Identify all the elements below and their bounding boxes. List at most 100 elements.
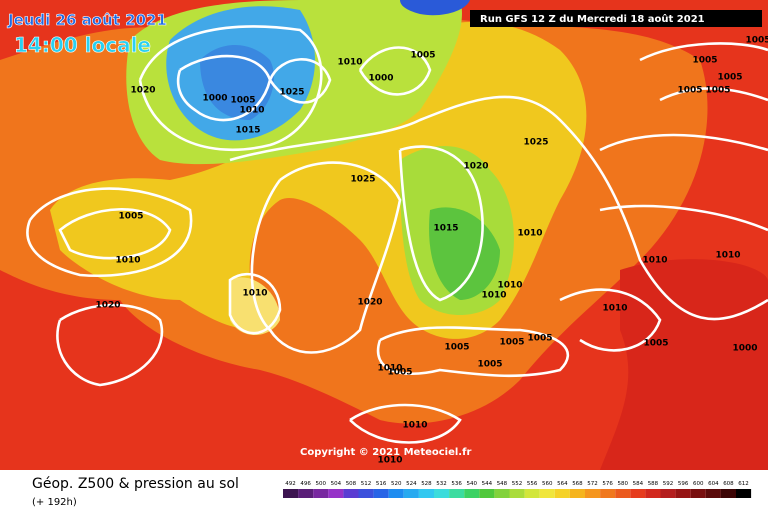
colorbar-cell: [554, 489, 570, 498]
colorbar-label: 580: [618, 481, 629, 487]
isobar-label: 1010: [242, 289, 267, 299]
colorbar-label: 492: [285, 481, 296, 487]
colorbar-cell: [449, 489, 465, 498]
isobar-label: 1010: [481, 291, 506, 301]
footer-subtitle: (+ 192h): [32, 497, 77, 508]
colorbar-label: 556: [527, 481, 538, 487]
colorbar-cell: [615, 489, 631, 498]
isobar-label: 1010: [715, 251, 740, 261]
colorbar-label: 568: [572, 481, 583, 487]
colorbar-label: 548: [497, 481, 508, 487]
colorbar-cell: [388, 489, 404, 498]
isobar-label: 1010: [602, 304, 627, 314]
colorbar-label: 508: [346, 481, 357, 487]
colorbar-label: 604: [708, 481, 719, 487]
isobar-label: 1020: [95, 301, 120, 311]
isobar-label: 1000: [368, 74, 393, 84]
colorbar-label: 564: [557, 481, 568, 487]
colorbar-cell: [358, 489, 374, 498]
colorbar-cell: [403, 489, 419, 498]
colorbar-label: 512: [361, 481, 372, 487]
copyright: Copyright © 2021 Meteociel.fr: [300, 447, 471, 458]
colorbar-label: 572: [587, 481, 598, 487]
run-info: Run GFS 12 Z du Mercredi 18 août 2021: [480, 13, 705, 25]
colorbar-cell: [313, 489, 329, 498]
isobar-label: 1005: [527, 334, 552, 344]
colorbar-cell: [600, 489, 616, 498]
isobar-label: 1015: [433, 224, 458, 234]
colorbar-label: 532: [436, 481, 447, 487]
isobar-label: 1010: [517, 229, 542, 239]
footer-title: Géop. Z500 & pression au sol: [32, 476, 239, 492]
colorbar-label: 504: [331, 481, 342, 487]
colorbar: 492 496 500 504 508 512 516 520 524 528 532 536 540 5…: [283, 481, 752, 498]
isobar-label: 1005: [745, 36, 768, 46]
isobar-label: 1005: [499, 338, 524, 348]
isobar-label: 1005: [118, 212, 143, 222]
colorbar-label: 536: [451, 481, 462, 487]
colorbar-cell: [328, 489, 344, 498]
colorbar-cell: [645, 489, 661, 498]
colorbar-cell: [660, 489, 676, 498]
isobar-label: 1005: [692, 56, 717, 66]
colorbar-cell: [736, 489, 752, 498]
isobar-label: 1025: [350, 175, 375, 185]
colorbar-cell: [479, 489, 495, 498]
isobar-label: 1010: [377, 364, 402, 374]
colorbar-label: 520: [391, 481, 402, 487]
colorbar-cell: [494, 489, 510, 498]
colorbar-cell: [524, 489, 540, 498]
colorbar-cell: [539, 489, 555, 498]
colorbar-label: 596: [678, 481, 689, 487]
colorbar-cell: [630, 489, 646, 498]
colorbar-label: 528: [421, 481, 432, 487]
isobar-label: 1010: [115, 256, 140, 266]
colorbar-label: 588: [648, 481, 659, 487]
colorbar-cell: [283, 489, 299, 498]
colorbar-cell: [418, 489, 434, 498]
colorbar-cell: [720, 489, 736, 498]
isobar-label: 1010: [642, 256, 667, 266]
colorbar-label: 600: [693, 481, 704, 487]
isobar-label: 1025: [523, 138, 548, 148]
colorbar-label: 584: [633, 481, 644, 487]
colorbar-label: 592: [663, 481, 674, 487]
colorbar-cell: [373, 489, 389, 498]
isobar-label: 1005: [444, 343, 469, 353]
colorbar-label: 540: [467, 481, 478, 487]
isobar-label: 1005: [230, 96, 255, 106]
colorbar-cell: [434, 489, 450, 498]
colorbar-cell: [690, 489, 706, 498]
isobar-label: 1010: [337, 58, 362, 68]
colorbar-cell: [343, 489, 359, 498]
isobar-label: 1015: [235, 126, 260, 136]
isobar-label: 1005: [705, 86, 730, 96]
colorbar-label: 608: [723, 481, 734, 487]
colorbar-label: 576: [602, 481, 613, 487]
colorbar-cell: [705, 489, 721, 498]
isobar-label: 1005: [387, 368, 412, 378]
isobar-label: 1005: [410, 51, 435, 61]
colorbar-label: 612: [738, 481, 749, 487]
isobar-label: 1020: [357, 298, 382, 308]
isobar-label: 1005: [643, 339, 668, 349]
colorbar-label: 544: [482, 481, 493, 487]
isobar-label: 1005: [717, 73, 742, 83]
isobar-label: 1025: [279, 88, 304, 98]
isobar-label: 1020: [130, 86, 155, 96]
colorbar-cell: [509, 489, 525, 498]
isobar-label: 1010: [402, 421, 427, 431]
colorbar-cell: [585, 489, 601, 498]
colorbar-label: 552: [512, 481, 523, 487]
isobar-label: 1000: [202, 94, 227, 104]
isobar-label: 1005: [677, 86, 702, 96]
isobar-label: 1010: [239, 106, 264, 116]
colorbar-cell: [569, 489, 585, 498]
geopotential-fields: [0, 0, 768, 470]
colorbar-cell: [675, 489, 691, 498]
forecast-time: 14:00 locale: [14, 33, 151, 57]
colorbar-label: 560: [542, 481, 553, 487]
